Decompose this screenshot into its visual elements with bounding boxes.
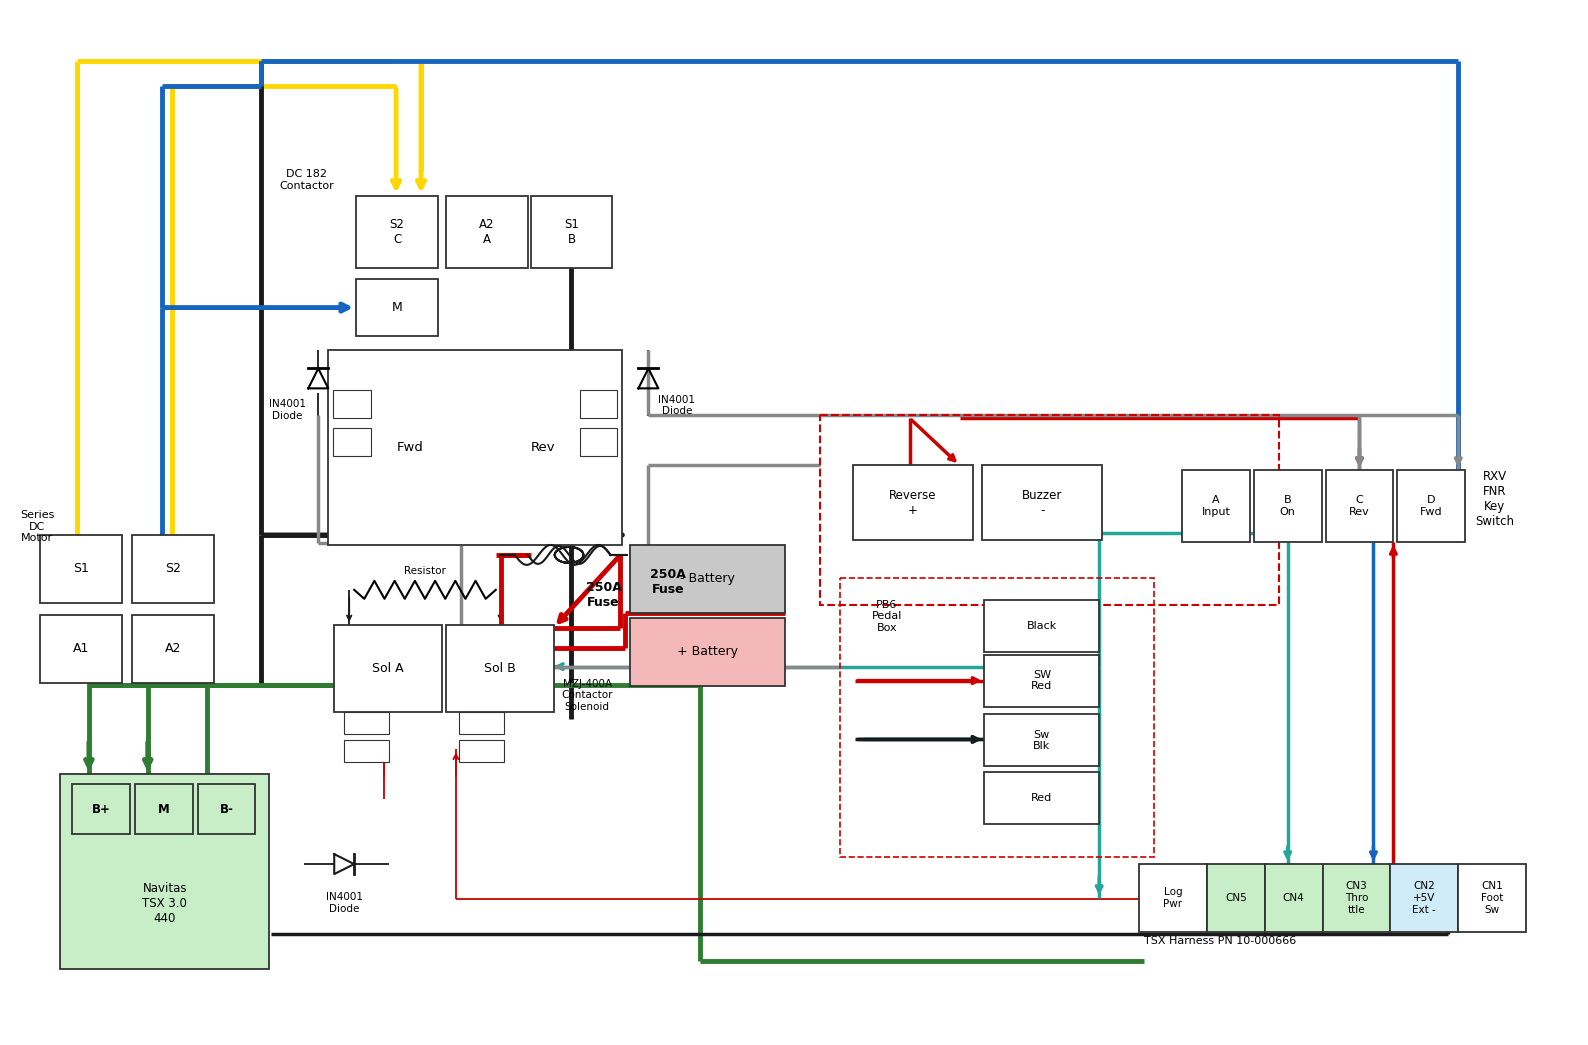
Text: 250A
Fuse: 250A Fuse <box>651 567 686 596</box>
Bar <box>345 741 389 763</box>
Bar <box>985 772 1099 825</box>
Bar <box>630 544 784 612</box>
Text: CN5: CN5 <box>1224 893 1247 903</box>
Text: Red: Red <box>1031 793 1053 804</box>
Bar <box>356 279 438 336</box>
Bar <box>459 713 503 735</box>
Text: + Battery: + Battery <box>676 645 738 658</box>
Text: PB6
Pedal
Box: PB6 Pedal Box <box>872 600 902 633</box>
Text: Fwd: Fwd <box>397 441 424 455</box>
Bar <box>985 715 1099 766</box>
Text: DC 182
Contactor: DC 182 Contactor <box>279 169 333 190</box>
Text: S1: S1 <box>73 562 89 576</box>
Text: C
Rev: C Rev <box>1350 495 1370 517</box>
Bar <box>580 391 618 418</box>
Text: A2
A: A2 A <box>480 217 494 246</box>
Text: A
Input: A Input <box>1202 495 1231 517</box>
Text: S2: S2 <box>165 562 181 576</box>
Bar <box>1181 470 1250 542</box>
Text: SW
Red: SW Red <box>1031 670 1053 692</box>
Text: RXV
FNR
Key
Switch: RXV FNR Key Switch <box>1475 470 1515 528</box>
Text: IN4001
Diode: IN4001 Diode <box>659 395 696 416</box>
Bar <box>1264 864 1323 932</box>
Bar <box>40 535 122 603</box>
Text: B+: B+ <box>92 803 110 816</box>
Text: Rev: Rev <box>530 441 556 455</box>
Bar <box>1397 470 1466 542</box>
Bar <box>1391 864 1458 932</box>
Text: S2
C: S2 C <box>389 217 405 246</box>
Bar <box>630 618 784 686</box>
Text: B-: B- <box>219 803 233 816</box>
Text: Buzzer
-: Buzzer - <box>1023 489 1062 516</box>
Bar <box>71 785 130 834</box>
Bar <box>40 614 122 682</box>
Bar <box>459 741 503 763</box>
Text: A2: A2 <box>165 643 181 655</box>
Text: TSX Harness PN 10-000666: TSX Harness PN 10-000666 <box>1143 936 1296 946</box>
Text: Log
Pwr: Log Pwr <box>1164 887 1183 909</box>
Text: IN4001
Diode: IN4001 Diode <box>268 399 306 421</box>
Bar <box>446 625 554 713</box>
Bar <box>132 614 213 682</box>
Bar <box>333 428 372 457</box>
Bar <box>1207 864 1264 932</box>
Text: Black: Black <box>1027 621 1058 631</box>
Text: B
On: B On <box>1280 495 1296 517</box>
Bar <box>132 535 213 603</box>
Bar <box>333 625 441 713</box>
Bar <box>580 428 618 457</box>
Text: IN4001
Diode: IN4001 Diode <box>326 892 362 913</box>
Text: Resistor: Resistor <box>403 565 446 576</box>
Text: M: M <box>157 803 170 816</box>
Text: Series
DC
Motor: Series DC Motor <box>21 510 54 543</box>
Bar <box>60 774 270 969</box>
Text: S1
B: S1 B <box>564 217 580 246</box>
Text: CN4: CN4 <box>1283 893 1305 903</box>
Text: CN1
Foot
Sw: CN1 Foot Sw <box>1482 881 1504 914</box>
Text: Navitas
TSX 3.0
440: Navitas TSX 3.0 440 <box>143 882 187 926</box>
Bar <box>329 350 622 544</box>
Text: 250A
Fuse: 250A Fuse <box>586 581 621 609</box>
Text: - Battery: - Battery <box>680 573 735 585</box>
Bar <box>983 465 1102 540</box>
Bar <box>345 713 389 735</box>
Bar <box>985 600 1099 652</box>
Bar <box>333 391 372 418</box>
Text: Sol A: Sol A <box>372 663 403 675</box>
Text: M: M <box>392 301 402 315</box>
Bar <box>1323 864 1391 932</box>
Bar <box>1326 470 1393 542</box>
Bar <box>135 785 192 834</box>
Bar <box>1458 864 1526 932</box>
Bar <box>197 785 256 834</box>
Text: Sw
Blk: Sw Blk <box>1034 729 1051 751</box>
Text: D
Fwd: D Fwd <box>1420 495 1442 517</box>
Text: CN2
+5V
Ext -: CN2 +5V Ext - <box>1412 881 1436 914</box>
Bar <box>985 654 1099 706</box>
Text: CN3
Thro
ttle: CN3 Thro ttle <box>1345 881 1369 914</box>
Bar <box>530 195 613 268</box>
Bar <box>1255 470 1321 542</box>
Bar <box>446 195 527 268</box>
Bar <box>853 465 972 540</box>
Text: A1: A1 <box>73 643 89 655</box>
Text: MZJ-400A
Contactor
Solenoid: MZJ-400A Contactor Solenoid <box>562 678 613 712</box>
Text: Reverse
+: Reverse + <box>889 489 937 516</box>
Bar <box>356 195 438 268</box>
Text: Sol B: Sol B <box>484 663 516 675</box>
Bar <box>1139 864 1207 932</box>
